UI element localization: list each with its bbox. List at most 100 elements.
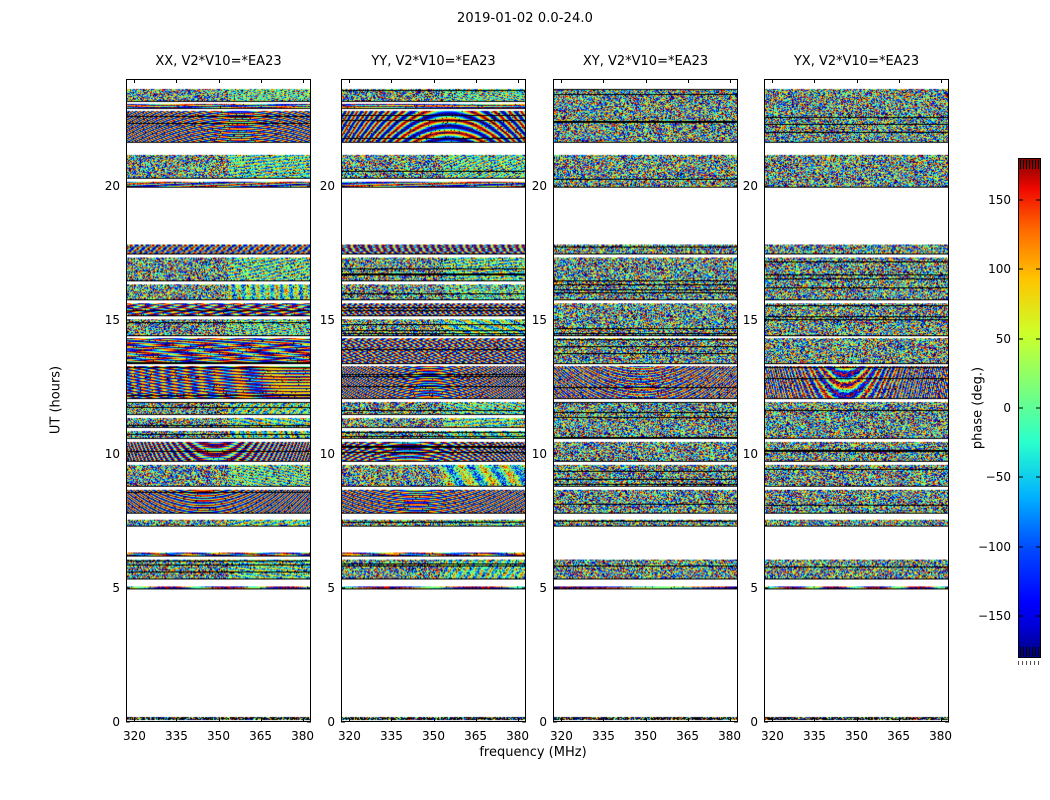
y-tick-mark (553, 453, 557, 455)
colorbar-tick-label: −50 (985, 470, 1011, 485)
y-tick-mark (945, 319, 949, 321)
x-tick-mark (134, 79, 136, 83)
plot-area[interactable] (126, 79, 311, 722)
panel-title: YY, V2*V10=*EA23 (371, 54, 496, 69)
x-tick-mark (603, 79, 605, 83)
x-tick-label: 365 (676, 729, 699, 743)
colorbar-tick-mark (1018, 615, 1023, 617)
x-tick-mark (814, 718, 816, 722)
y-tick-mark (734, 319, 738, 321)
y-tick-mark (126, 319, 130, 321)
colorbar-label: phase (deg.) (970, 366, 986, 450)
x-tick-mark (772, 718, 774, 722)
y-tick-mark (522, 319, 526, 321)
figure-title: 2019-01-02 0.0-24.0 (457, 11, 593, 26)
y-tick-label: 0 (327, 715, 335, 729)
colorbar-under-hatch (1020, 647, 1039, 656)
colorbar-over-hatch (1020, 160, 1039, 169)
x-tick-mark (218, 79, 220, 83)
y-tick-mark (553, 721, 557, 723)
y-tick-label: 20 (104, 179, 120, 194)
x-tick-mark (856, 79, 858, 83)
panel-title: XY, V2*V10=*EA23 (582, 54, 709, 69)
colorbar-tick-mark (1018, 546, 1023, 548)
y-tick-mark (764, 319, 768, 321)
panel-xy[interactable]: XY, V2*V10=*EA23 0 5 10 15 20 320 335 350 365 380 (532, 54, 741, 743)
y-tick-mark (764, 185, 768, 187)
y-axis-label: UT (hours) (48, 365, 64, 435)
x-tick-mark (349, 79, 351, 83)
colorbar-tick-label: −100 (978, 539, 1011, 554)
plot-area[interactable] (341, 79, 526, 722)
x-tick-mark (517, 79, 519, 83)
x-tick-label: 365 (887, 729, 910, 743)
y-tick-label: 5 (539, 581, 547, 596)
y-tick-mark (945, 185, 949, 187)
panel-yx[interactable]: YX, V2*V10=*EA23 0 5 10 15 20 320 335 350 365 380 (743, 54, 952, 743)
y-tick-mark (126, 185, 130, 187)
y-tick-label: 5 (112, 581, 120, 596)
x-tick-mark (814, 79, 816, 83)
dynamic-spectrum-image (554, 80, 737, 721)
x-tick-mark (260, 79, 262, 83)
x-tick-mark (729, 718, 731, 722)
colorbar-tick-label: 150 (988, 192, 1011, 207)
x-tick-mark (517, 718, 519, 722)
panel-xx[interactable]: XX, V2*V10=*EA23 0 5 10 15 20 320 335 350 365 380 (105, 54, 314, 743)
x-tick-label: 335 (803, 729, 826, 743)
x-tick-label: 335 (380, 729, 403, 743)
y-tick-mark (522, 587, 526, 589)
y-tick-label: 0 (750, 715, 758, 729)
x-tick-label: 380 (718, 729, 742, 743)
x-tick-mark (645, 79, 647, 83)
x-tick-mark (391, 718, 393, 722)
x-tick-mark (433, 79, 435, 83)
x-tick-mark (475, 718, 477, 722)
x-tick-mark (645, 718, 647, 722)
x-axis-label: frequency (MHz) (479, 745, 587, 760)
dynamic-spectrum-image (127, 80, 310, 721)
panel-title: XX, V2*V10=*EA23 (155, 54, 282, 69)
colorbar-tick-mark (1036, 407, 1041, 409)
x-tick-label: 320 (122, 729, 146, 743)
x-tick-label: 380 (929, 729, 953, 743)
y-tick-label: 15 (531, 313, 547, 328)
panel-yy[interactable]: YY, V2*V10=*EA23 0 5 10 15 20 320 335 350 365 380 (320, 54, 529, 743)
y-tick-label: 0 (112, 715, 120, 729)
x-tick-mark (940, 718, 942, 722)
colorbar-tick-mark (1018, 407, 1023, 409)
colorbar-tick-mark (1036, 546, 1041, 548)
y-tick-mark (734, 587, 738, 589)
y-tick-mark (341, 587, 345, 589)
x-tick-label: 380 (291, 729, 315, 743)
y-tick-mark (341, 185, 345, 187)
y-tick-label: 15 (319, 313, 335, 328)
x-tick-label: 350 (422, 729, 445, 743)
x-tick-mark (176, 718, 178, 722)
y-tick-mark (945, 721, 949, 723)
x-tick-mark (475, 79, 477, 83)
y-tick-label: 5 (327, 581, 335, 596)
plot-area[interactable] (553, 79, 738, 722)
plot-area[interactable] (764, 79, 949, 722)
x-tick-mark (349, 718, 351, 722)
y-tick-label: 10 (742, 447, 758, 462)
x-tick-label: 365 (249, 729, 272, 743)
y-tick-mark (307, 587, 311, 589)
y-tick-mark (734, 453, 738, 455)
colorbar-flag-swatch (1018, 661, 1041, 665)
x-tick-label: 350 (845, 729, 868, 743)
y-tick-mark (764, 587, 768, 589)
y-tick-label: 15 (742, 313, 758, 328)
x-tick-mark (561, 718, 563, 722)
x-tick-mark (687, 718, 689, 722)
y-tick-mark (553, 319, 557, 321)
dynamic-spectrum-image (765, 80, 948, 721)
x-tick-mark (218, 718, 220, 722)
x-tick-mark (561, 79, 563, 83)
y-tick-mark (307, 185, 311, 187)
y-tick-mark (945, 587, 949, 589)
colorbar-tick-mark (1036, 476, 1041, 478)
x-tick-mark (898, 718, 900, 722)
